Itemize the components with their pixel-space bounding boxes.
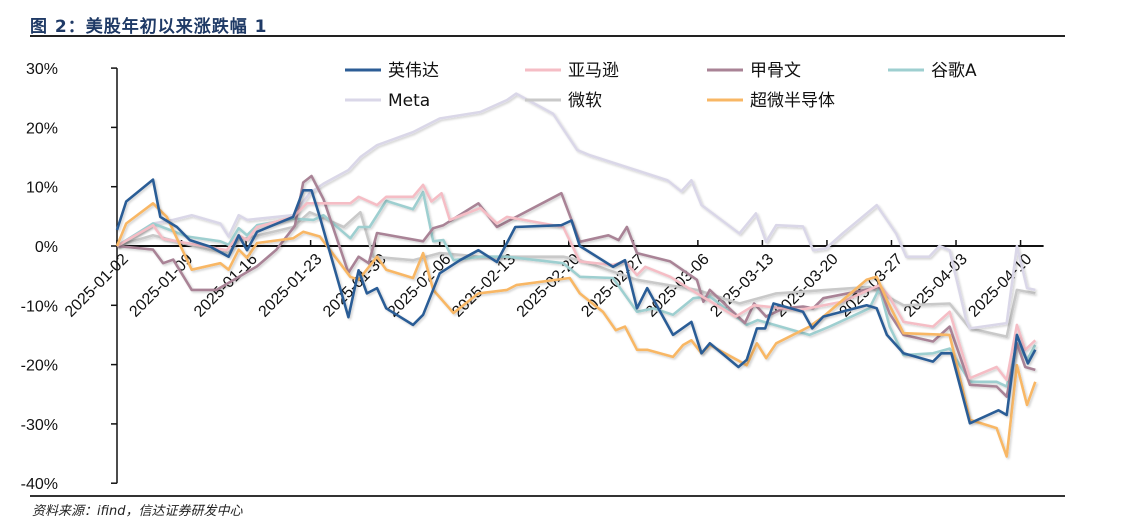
y-tick-label: -30% xyxy=(21,417,58,434)
legend-label: 甲骨文 xyxy=(750,61,801,81)
legend-item: 谷歌A xyxy=(888,61,977,81)
x-tick-label: 2025-01-02 xyxy=(62,251,132,321)
series-line-1 xyxy=(116,92,1036,330)
series-line-5 xyxy=(115,202,1037,458)
legend-item: 微软 xyxy=(525,91,602,111)
title-rule xyxy=(30,35,1065,37)
legend-label: 谷歌A xyxy=(931,61,977,81)
series-line-6 xyxy=(115,178,1037,425)
legend-label: 亚马逊 xyxy=(568,61,619,81)
y-tick-label: 30% xyxy=(26,61,58,78)
y-tick-label: -20% xyxy=(21,358,58,375)
series-line-4 xyxy=(116,183,1037,382)
legend-label: Meta xyxy=(388,91,430,111)
y-tick-label: -40% xyxy=(21,476,58,493)
source-note: 资料来源：ifind，信达证券研发中心 xyxy=(32,504,243,519)
figure-title: 图 2：美股年初以来涨跌幅 1 xyxy=(30,17,268,37)
y-tick-label: 20% xyxy=(26,120,58,137)
x-tick-label: 2025-01-23 xyxy=(256,251,326,321)
legend-item: Meta xyxy=(345,91,430,111)
source-rule xyxy=(30,495,1065,497)
y-tick-label: 0% xyxy=(35,239,58,256)
y-tick-label: 10% xyxy=(26,180,58,197)
legend-label: 微软 xyxy=(568,91,602,111)
legend-item: 超微半导体 xyxy=(707,91,835,111)
x-tick-label: 2025-03-13 xyxy=(707,251,777,321)
legend-item: 英伟达 xyxy=(345,61,439,81)
x-tick-label: 2025-04-10 xyxy=(965,251,1035,321)
x-tick-label: 2025-04-03 xyxy=(901,251,971,321)
legend-item: 亚马逊 xyxy=(525,61,619,81)
legend-label: 超微半导体 xyxy=(750,91,835,111)
y-tick-label: -10% xyxy=(21,298,58,315)
legend-item: 甲骨文 xyxy=(707,61,801,81)
legend-label: 英伟达 xyxy=(388,61,439,81)
